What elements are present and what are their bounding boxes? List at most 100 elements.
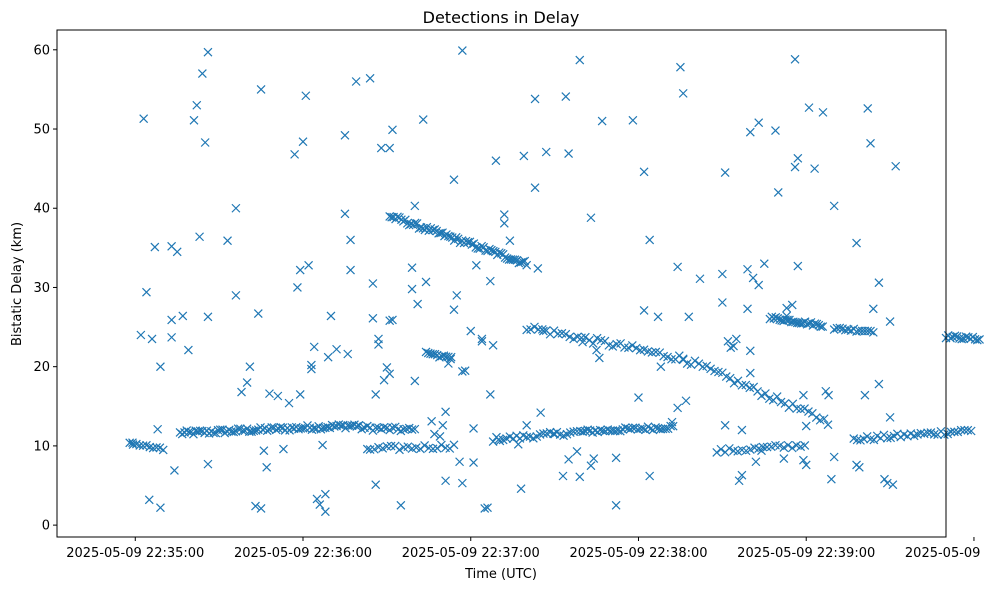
scatter-point [427, 416, 437, 426]
scatter-point [787, 300, 797, 310]
scatter-point [340, 130, 350, 140]
track-point [404, 220, 414, 230]
scatter-point [737, 470, 747, 480]
scatter-point [365, 73, 375, 83]
track-point [336, 421, 346, 430]
scatter-point [519, 151, 529, 161]
track-point [946, 427, 956, 437]
data-points [125, 46, 984, 517]
scatter-point [460, 366, 470, 376]
scatter-point [754, 118, 764, 128]
track-point [436, 440, 446, 450]
scatter-point [273, 391, 283, 401]
track-point [357, 424, 367, 434]
scatter-point [457, 478, 467, 488]
scatter-point [810, 164, 820, 174]
scatter-point [611, 453, 621, 463]
scatter-point [799, 390, 808, 400]
scatter-point [575, 55, 585, 65]
track-point [561, 329, 571, 339]
scatter-point [362, 444, 372, 454]
track-point [379, 422, 389, 432]
scatter-point [628, 115, 638, 125]
track-point [816, 322, 826, 332]
track-point [678, 354, 688, 364]
scatter-point [491, 156, 501, 166]
track-point [741, 380, 751, 390]
track-point [446, 354, 456, 364]
track-point [811, 413, 821, 422]
scatter-point [477, 336, 487, 346]
x-axis-label: Time (UTC) [464, 567, 537, 582]
track-point [396, 426, 406, 436]
track-point [638, 424, 648, 434]
track-point [863, 326, 873, 336]
scatter-point [754, 280, 764, 290]
track-point [430, 349, 440, 359]
scatter-point [743, 304, 752, 314]
x-tick-label: 2025-05-09 22:39:00 [737, 546, 875, 561]
track-point [923, 428, 932, 438]
scatter-point [757, 446, 766, 456]
track-point [835, 323, 845, 333]
scatter-point [312, 494, 322, 504]
scatter-point [413, 299, 423, 309]
scatter-point [189, 115, 199, 125]
scatter-point [418, 115, 428, 124]
track-point [823, 420, 833, 430]
scatter-point [343, 349, 353, 359]
scatter-point [410, 201, 420, 211]
scatter-point [743, 264, 752, 274]
scatter-point [156, 362, 165, 372]
y-tick-label: 40 [33, 202, 50, 217]
scatter-point [167, 315, 177, 325]
plot-frame [56, 29, 947, 538]
scatter-point [153, 424, 163, 434]
scatter-point [673, 262, 683, 272]
track-point [760, 389, 770, 398]
scatter-point [681, 396, 691, 406]
scatter-point [737, 425, 747, 435]
x-tick-label: 2025-05-09 22:35:00 [66, 546, 204, 561]
scatter-point [888, 480, 898, 490]
scatter-point [653, 312, 663, 322]
scatter-point [790, 54, 800, 64]
track-point [262, 426, 272, 436]
scatter-point [466, 326, 476, 336]
scatter-point [586, 213, 596, 223]
scatter-point [438, 420, 448, 430]
x-tick-label: 2025-05-09 22:38:00 [569, 546, 707, 561]
scatter-point [720, 420, 730, 430]
scatter-point [793, 261, 803, 271]
track-point [796, 404, 806, 414]
track-point [410, 424, 420, 434]
scatter-point [429, 429, 439, 439]
scatter-point [382, 363, 392, 372]
track-point [354, 421, 364, 430]
scatter-point [891, 161, 901, 171]
scatter-point [253, 309, 263, 319]
track-point [916, 428, 926, 438]
scatter-point [441, 407, 451, 417]
scatter-point [594, 353, 604, 363]
scatter-point [203, 312, 213, 322]
track-point [553, 329, 563, 339]
track-point [690, 356, 700, 366]
scatter-point [223, 236, 232, 246]
scatter-point [854, 462, 864, 472]
scatter-point [536, 408, 546, 418]
track-point [135, 441, 145, 450]
scatter-point [592, 345, 601, 355]
scatter-point [477, 334, 487, 344]
scatter-point [522, 420, 532, 430]
scatter-point [251, 501, 260, 511]
track-point [588, 339, 598, 348]
scatter-point [731, 334, 741, 344]
scatter-point [782, 311, 792, 321]
track-point [565, 428, 575, 438]
track-point [975, 334, 984, 344]
scatter-point [231, 203, 241, 213]
y-tick-label: 10 [33, 439, 50, 454]
scatter-point [564, 149, 574, 159]
